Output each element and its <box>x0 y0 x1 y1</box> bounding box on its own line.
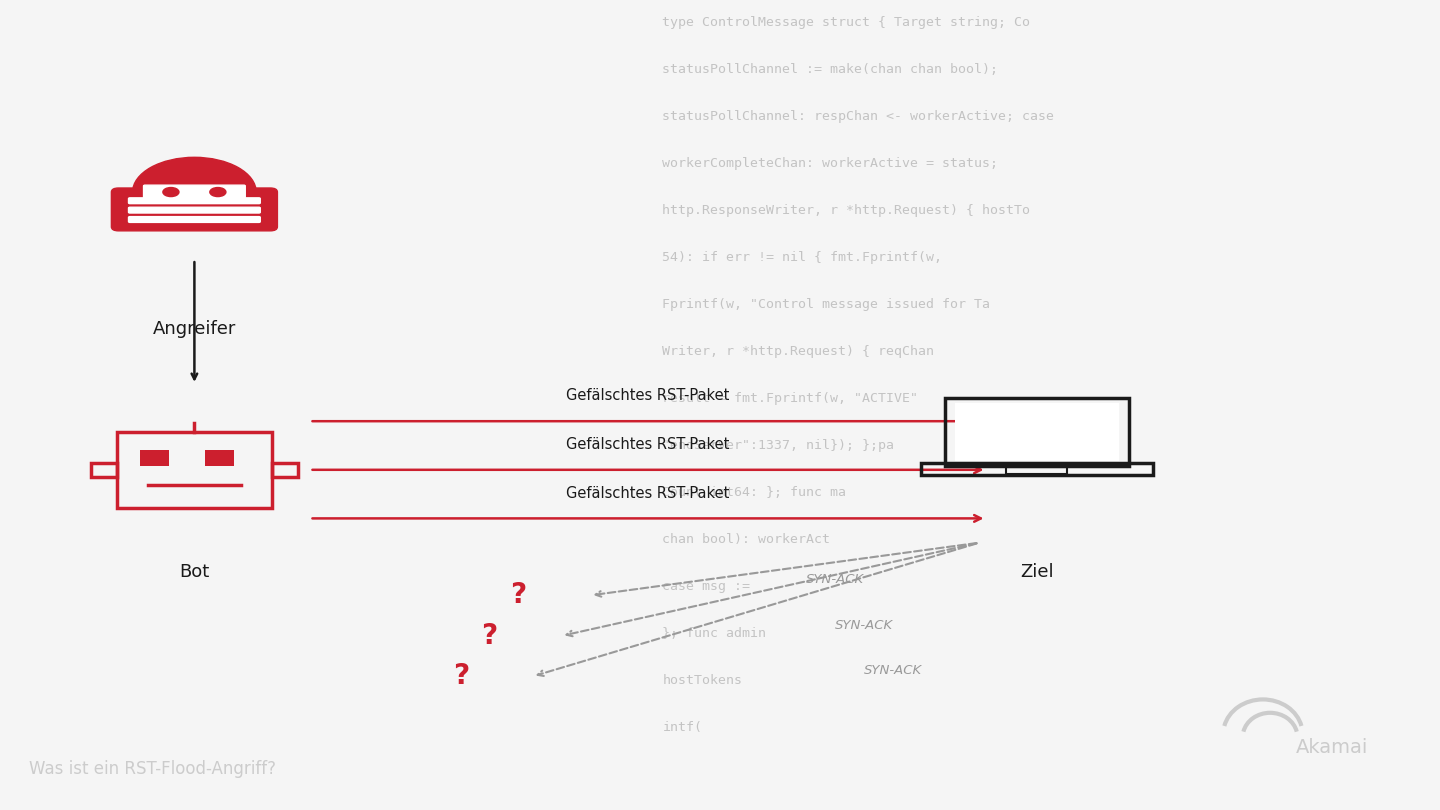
FancyBboxPatch shape <box>128 216 261 223</box>
Text: ?: ? <box>452 663 469 690</box>
Text: Fprintf(w, "Control message issued for Ta: Fprintf(w, "Control message issued for T… <box>662 298 991 311</box>
Bar <box>955 403 1119 461</box>
Text: Akamai: Akamai <box>1296 738 1368 757</box>
Text: "endServer":1337, nil}); };pa: "endServer":1337, nil}); };pa <box>662 439 894 452</box>
Text: Ziel: Ziel <box>1020 563 1054 581</box>
Text: ?: ? <box>510 582 527 609</box>
Text: ?: ? <box>481 622 498 650</box>
Circle shape <box>210 188 226 197</box>
Text: Angreifer: Angreifer <box>153 320 236 338</box>
Text: statusPollChannel := make(chan chan bool);: statusPollChannel := make(chan chan bool… <box>662 63 998 76</box>
Text: chan bool): workerAct: chan bool): workerAct <box>662 533 831 546</box>
Bar <box>272 463 298 477</box>
Text: Writer, r *http.Request) { reqChan: Writer, r *http.Request) { reqChan <box>662 345 935 358</box>
Text: Bot: Bot <box>179 563 210 581</box>
Text: result = fmt.Fprintf(w, "ACTIVE": result = fmt.Fprintf(w, "ACTIVE" <box>662 392 919 405</box>
Bar <box>140 450 168 466</box>
Text: workerCompleteChan: workerActive = status;: workerCompleteChan: workerActive = statu… <box>662 157 998 170</box>
Text: SYN-ACK: SYN-ACK <box>864 664 922 677</box>
Text: SYN-ACK: SYN-ACK <box>806 573 864 586</box>
Text: Gefälschtes RST-Paket: Gefälschtes RST-Paket <box>566 485 730 501</box>
FancyBboxPatch shape <box>111 188 278 231</box>
Text: type ControlMessage struct { Target string; Co: type ControlMessage struct { Target stri… <box>662 16 1031 29</box>
Bar <box>1007 467 1067 474</box>
Text: }; func admin: }; func admin <box>662 627 766 640</box>
Circle shape <box>132 157 256 227</box>
Text: 54): if err != nil { fmt.Fprintf(w,: 54): if err != nil { fmt.Fprintf(w, <box>662 251 942 264</box>
FancyBboxPatch shape <box>144 185 245 199</box>
Text: Gefälschtes RST-Paket: Gefälschtes RST-Paket <box>566 437 730 452</box>
FancyBboxPatch shape <box>128 198 261 203</box>
Circle shape <box>163 188 179 197</box>
Text: case msg :=: case msg := <box>662 580 750 593</box>
Text: SYN-ACK: SYN-ACK <box>835 619 893 632</box>
Text: Count int64: }; func ma: Count int64: }; func ma <box>662 486 847 499</box>
Text: http.ResponseWriter, r *http.Request) { hostTo: http.ResponseWriter, r *http.Request) { … <box>662 204 1031 217</box>
Bar <box>91 463 117 477</box>
Text: intf(: intf( <box>662 721 703 734</box>
Text: hostTokens: hostTokens <box>662 674 743 687</box>
Text: Was ist ein RST-Flood-Angriff?: Was ist ein RST-Flood-Angriff? <box>29 760 276 778</box>
Bar <box>206 450 235 466</box>
Bar <box>945 398 1129 467</box>
Bar <box>920 463 1153 475</box>
Text: statusPollChannel: respChan <- workerActive; case: statusPollChannel: respChan <- workerAct… <box>662 110 1054 123</box>
FancyBboxPatch shape <box>128 207 261 213</box>
Text: Gefälschtes RST-Paket: Gefälschtes RST-Paket <box>566 388 730 403</box>
